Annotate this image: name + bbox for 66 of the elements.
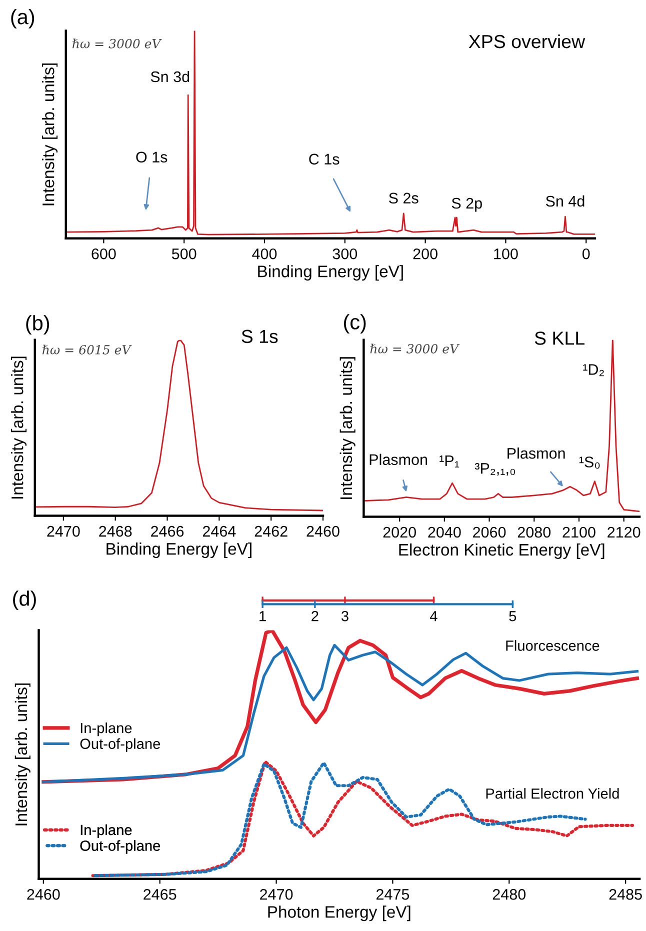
x-tick-label: 2475: [376, 888, 410, 900]
legend-label: Out-of-plane: [80, 840, 160, 854]
x-tick-label: 2464: [202, 526, 236, 537]
x-axis-title: Binding Energy [eV]: [258, 265, 403, 281]
chart-title: XPS overview: [468, 34, 586, 48]
x-tick-label: 2040: [428, 526, 461, 538]
annotation: ℏω = 6015 eV: [42, 344, 132, 354]
x-tick-label: 500: [172, 248, 196, 260]
x-tick-label: 2480: [492, 888, 526, 900]
chart-title: S 1s: [242, 330, 278, 344]
x-axis-title: Electron Kinetic Energy [eV]: [399, 543, 604, 559]
annotation: Fluorcescence: [506, 640, 600, 651]
text: (d): [13, 590, 36, 610]
x-tick-label: 300: [332, 248, 358, 260]
legend-label: In-plane: [80, 824, 132, 838]
x-tick-label: 600: [92, 248, 116, 260]
x-axis-title: Binding Energy [eV]: [106, 542, 252, 558]
annotation: O 1s: [136, 152, 168, 163]
x-tick-label: 2466: [151, 526, 184, 537]
x-tick-label: 2465: [144, 888, 176, 900]
annotation: ¹D₂: [583, 364, 604, 376]
text: 4: [430, 611, 438, 622]
x-tick-label: 0: [582, 248, 590, 260]
legend-label: Out-of-plane: [80, 738, 160, 752]
annotation: C 1s: [309, 154, 340, 165]
x-tick-label: 2080: [518, 526, 551, 538]
x-tick-label: 200: [413, 248, 438, 260]
x-tick-label: 2470: [47, 526, 80, 537]
y-axis-title: Intensity [arb. units]: [14, 684, 30, 826]
x-tick-label: 2060: [473, 526, 506, 538]
y-axis-title: Intensity [arb. units]: [11, 356, 27, 499]
x-tick-label: 2470: [260, 888, 293, 900]
x-tick-label: 2468: [99, 526, 132, 537]
annotation: Sn 4d: [546, 195, 584, 207]
x-tick-label: 2460: [27, 888, 60, 900]
x-tick-label: 2462: [254, 526, 288, 537]
text: (b): [26, 315, 50, 335]
text: (c): [344, 314, 366, 334]
x-tick-label: 400: [252, 248, 277, 260]
annotation: Partial Electron Yield: [486, 788, 619, 799]
y-axis-title: Intensity [arb. units]: [340, 357, 356, 499]
y-axis-title: Intensity [arb. units]: [42, 63, 58, 206]
annotation: S 2s: [389, 192, 418, 204]
x-tick-label: 2020: [383, 526, 416, 538]
annotation: ¹P₁: [440, 456, 460, 468]
chart-title: S KLL: [534, 332, 584, 345]
annotation: Plasmon: [508, 448, 565, 459]
text: 5: [509, 611, 516, 622]
annotation: ℏω = 3000 eV: [72, 38, 162, 48]
x-tick-label: 2120: [608, 526, 640, 538]
annotation: ¹S₀: [579, 456, 600, 469]
annotation: Plasmon: [370, 454, 428, 466]
x-tick-label: 2460: [306, 526, 340, 537]
text: 3: [341, 610, 348, 622]
x-tick-label: 2100: [562, 526, 596, 538]
text: (a): [11, 9, 34, 28]
x-tick-label: 2485: [609, 888, 642, 900]
text: 1: [260, 611, 266, 622]
x-axis-title: Photon Energy [eV]: [268, 906, 410, 922]
annotation: S 2p: [452, 198, 482, 212]
annotation: ℏω = 3000 eV: [370, 344, 460, 354]
text: 2: [312, 610, 318, 622]
annotation: Sn 3d: [150, 70, 190, 82]
x-tick-label: 100: [494, 248, 518, 260]
legend-label: In-plane: [80, 722, 132, 736]
annotation: ³P₂,₁,₀: [474, 463, 516, 476]
